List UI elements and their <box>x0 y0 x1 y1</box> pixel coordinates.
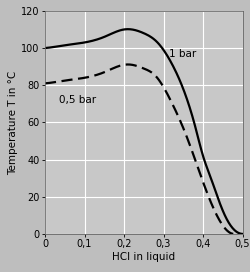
Y-axis label: Temperature T in °C: Temperature T in °C <box>8 70 18 175</box>
Text: 1 bar: 1 bar <box>170 49 197 59</box>
X-axis label: HCl in liquid: HCl in liquid <box>112 252 175 262</box>
Text: 0,5 bar: 0,5 bar <box>59 95 96 105</box>
